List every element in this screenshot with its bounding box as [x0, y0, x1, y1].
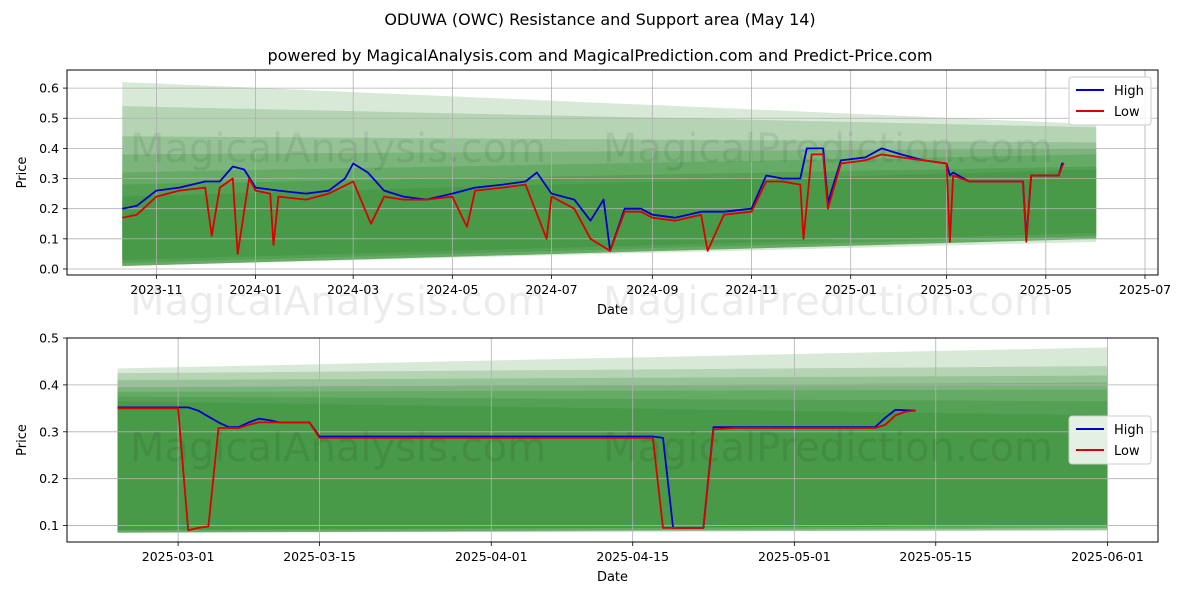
panel-2: 2025-03-01 2025-03-15 2025-04-01 2025-04-15… — [15, 331, 1159, 585]
legend-label-low: Low — [1114, 444, 1140, 459]
x-axis-label: Date — [597, 303, 628, 318]
axes-frame — [66, 337, 1159, 543]
band-layer — [122, 136, 1097, 266]
x-tick-label: 2025-06-01 — [1071, 549, 1144, 564]
x-tick-label: 2025-05-01 — [758, 549, 831, 564]
band-layer — [117, 401, 1108, 531]
chart-title: ODUWA (OWC) Resistance and Support area … — [384, 10, 816, 29]
x-tick-label: 2025-03-15 — [283, 549, 356, 564]
band-layer — [122, 169, 1097, 260]
y-tick-label: 0.2 — [39, 201, 59, 216]
legend-label-low: Low — [1114, 105, 1140, 120]
x-tick-label: 2025-05-15 — [899, 549, 972, 564]
y-tick-label: 0.4 — [39, 141, 59, 156]
y-tick-label: 0.3 — [39, 171, 59, 186]
watermark: MagicalAnalysis.com — [130, 425, 546, 471]
y-axis-label: Price — [15, 424, 30, 456]
watermark: MagicalPrediction.com — [603, 126, 1053, 172]
band-layer — [122, 154, 1097, 266]
y-tick-label: 0.5 — [39, 111, 59, 126]
watermark: MagicalAnalysis.com — [130, 126, 546, 172]
y-axis-label: Price — [15, 157, 30, 189]
band-layer — [117, 382, 1108, 533]
x-tick-label: 2025-04-01 — [455, 549, 528, 564]
x-tick-label: 2024-11 — [725, 282, 777, 297]
x-tick-label: 2025-01 — [825, 282, 877, 297]
series-low-line — [117, 407, 916, 532]
x-tick-label: 2024-09 — [626, 282, 678, 297]
y-tick-label: 0.4 — [39, 377, 59, 392]
x-tick-label: 2024-01 — [229, 282, 281, 297]
y-tick-label: 0.0 — [39, 261, 59, 276]
y-tick-label: 0.1 — [39, 231, 59, 246]
y-tick-label: 0.2 — [39, 471, 59, 486]
x-axis-label: Date — [597, 570, 628, 585]
band-layer — [122, 148, 1097, 266]
band-layer — [117, 366, 1108, 533]
x-tick-label: 2025-03-01 — [142, 549, 215, 564]
legend-label-high: High — [1114, 84, 1144, 99]
x-tick-label: 2025-07 — [1119, 282, 1171, 297]
band-layer — [117, 396, 1108, 531]
x-tick-label: 2024-07 — [525, 282, 577, 297]
y-tick-label: 0.1 — [39, 518, 59, 533]
y-tick-label: 0.3 — [39, 424, 59, 439]
x-tick-label: 2024-03 — [327, 282, 379, 297]
support-resistance-bands — [117, 347, 1108, 533]
band-layer — [122, 106, 1097, 266]
x-tick-label: 2025-04-15 — [596, 549, 669, 564]
legend: High Low — [1068, 415, 1152, 465]
x-tick-label: 2025-03 — [921, 282, 973, 297]
legend-label-high: High — [1114, 423, 1144, 438]
legend: High Low — [1068, 76, 1152, 126]
watermark: MagicalPrediction.com — [603, 279, 1053, 325]
y-tick-label: 0.5 — [39, 331, 59, 346]
chart-subtitle: powered by MagicalAnalysis.com and Magic… — [267, 46, 933, 65]
band-layer — [117, 347, 1108, 533]
band-layer — [117, 389, 1108, 533]
x-tick-label: 2025-05 — [1020, 282, 1072, 297]
x-tick-label: 2024-05 — [426, 282, 478, 297]
watermark: MagicalPrediction.com — [603, 425, 1053, 471]
band-layer — [122, 82, 1097, 266]
watermark: MagicalAnalysis.com — [130, 279, 546, 325]
y-tick-label: 0.6 — [39, 81, 59, 96]
series-low-line — [122, 153, 1065, 255]
band-layer — [117, 375, 1108, 533]
x-tick-label: 2023-11 — [130, 282, 182, 297]
panel-1: 2023-11 2024-01 2024-03 2024-05 2024-07 2024-… — [15, 69, 1171, 325]
axes-frame — [66, 69, 1159, 276]
